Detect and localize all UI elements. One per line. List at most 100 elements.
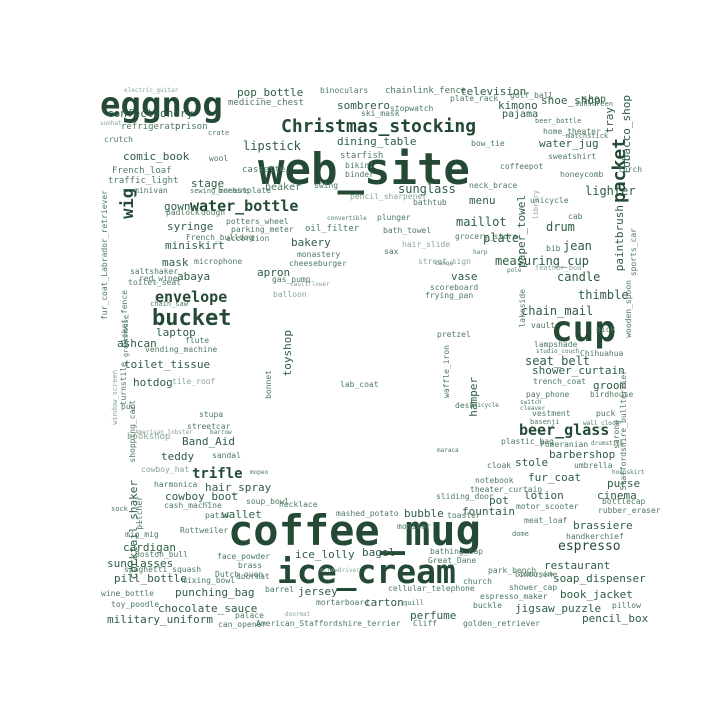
word-cloud-term: shower_curtain xyxy=(532,364,625,377)
word-cloud-term: perfume xyxy=(410,609,457,622)
word-cloud-term: ice_lolly xyxy=(295,548,355,561)
word-cloud-term: television xyxy=(460,85,527,98)
word-cloud-term: library xyxy=(532,190,540,220)
word-cloud-term: Boston_bull xyxy=(135,550,188,559)
word-cloud-term: spaghetti_squash xyxy=(124,565,202,574)
word-cloud-term: soap_dispenser xyxy=(553,572,646,585)
word-cloud-term: bonnet xyxy=(264,370,273,399)
word-cloud-term: chain_saw xyxy=(150,300,188,308)
word-cloud-term: monitor xyxy=(397,522,431,531)
word-cloud-term: patio xyxy=(205,511,230,520)
word-cloud-term: bathing_cap xyxy=(430,547,483,556)
word-cloud-term: basenji xyxy=(530,418,560,426)
word-cloud-term: Dutch_oven xyxy=(215,570,264,579)
word-cloud-term: sax xyxy=(384,247,399,256)
word-cloud-term: cinema xyxy=(597,489,637,502)
word-cloud-term: tile_roof xyxy=(172,377,216,386)
word-cloud-term: streetcar xyxy=(187,422,231,431)
word-cloud-term: pay_phone xyxy=(526,390,570,399)
word-cloud-term: Cliff xyxy=(413,619,438,628)
word-cloud-term: bagel xyxy=(362,546,396,559)
word-cloud-term: parking_meter xyxy=(231,225,294,234)
word-cloud-term: hoopskirt xyxy=(612,469,645,476)
word-cloud-term: honeycomb xyxy=(560,170,604,179)
word-cloud-term: vault xyxy=(531,321,556,330)
word-cloud-term: home_theater xyxy=(543,127,601,136)
word-cloud-term: greenhouse xyxy=(122,315,130,358)
word-cloud-term: neck_brace xyxy=(469,181,518,190)
word-cloud-term: stole xyxy=(515,456,549,469)
word-cloud-term: face_powder xyxy=(217,552,270,561)
word-cloud-term: mig_mig xyxy=(125,530,159,539)
word-cloud-term: tray xyxy=(603,107,616,134)
word-cloud-term: lipstick xyxy=(243,139,301,153)
word-cloud-term: wall_clock xyxy=(583,420,620,427)
word-cloud-term: accordion xyxy=(226,234,270,243)
word-cloud-term: cowboy_boot xyxy=(165,490,238,503)
word-cloud-term: barrel xyxy=(265,585,294,594)
word-cloud-term: golf_ball xyxy=(510,91,554,100)
word-cloud-term: swing xyxy=(314,181,339,190)
word-cloud-term: beer_bottle xyxy=(535,117,582,125)
word-cloud-term: cowboy_hat xyxy=(141,465,190,474)
word-cloud-term: carton xyxy=(364,596,404,609)
word-cloud-term: bakery xyxy=(291,236,331,249)
word-cloud-term: sliding_door xyxy=(436,492,494,501)
word-cloud-term: tricycle xyxy=(470,402,499,409)
word-cloud-term: lotion xyxy=(524,489,564,502)
word-cloud-term: American_lobster xyxy=(135,429,193,436)
word-cloud-term: plunger xyxy=(377,213,411,222)
word-cloud-term: trench_coat xyxy=(533,377,586,386)
word-cloud-term: mopeo xyxy=(250,469,269,476)
word-cloud-term: pick xyxy=(596,325,616,334)
word-cloud-term: Band_Aid xyxy=(182,435,235,448)
word-cloud-term: waffle_iron xyxy=(442,345,451,398)
word-cloud-term: potters_wheel xyxy=(226,217,289,226)
word-cloud-term: trifle xyxy=(192,466,243,482)
word-cloud-term: pop_bottle xyxy=(237,86,304,99)
word-cloud-term: park_bench xyxy=(488,566,537,575)
word-cloud-term: jean xyxy=(563,239,592,253)
word-cloud-term: laptop xyxy=(156,326,196,339)
word-cloud-term: pajama xyxy=(502,109,539,120)
word-cloud-term: ashcan xyxy=(117,337,157,350)
word-cloud-term: pillow xyxy=(612,601,641,610)
word-cloud-term: motor_scooter xyxy=(516,502,579,511)
word-cloud-term: sports_car xyxy=(629,228,638,277)
word-cloud-term: Christmas_stocking xyxy=(281,116,477,137)
word-cloud-term: traffic_light xyxy=(108,176,179,186)
word-cloud-term: maraca xyxy=(437,447,459,454)
word-cloud-term: cassette xyxy=(242,165,286,175)
word-cloud-term: stupa xyxy=(199,410,224,419)
word-cloud-term: bath_towel xyxy=(383,226,432,235)
word-cloud-term: rubber_eraser xyxy=(598,506,661,515)
word-cloud-term: cup xyxy=(551,309,617,350)
word-cloud-term: bookshop xyxy=(127,432,171,442)
word-cloud-term: umbrella xyxy=(574,461,613,470)
word-cloud-term: harmonica xyxy=(154,480,198,489)
word-cloud-term: studio_couch xyxy=(536,348,580,355)
word-cloud-term: menu xyxy=(469,194,496,207)
word-cloud-term: coffeepot xyxy=(500,162,544,171)
word-cloud-term: beaker xyxy=(265,182,302,193)
word-cloud-term: purse xyxy=(607,477,641,490)
word-cloud-term: mask xyxy=(162,256,189,269)
word-cloud-term: birdhouse xyxy=(590,390,634,399)
word-cloud-term: shower_cap xyxy=(509,583,558,592)
word-cloud-term: kimono xyxy=(498,99,538,112)
word-cloud-term: feather_boa xyxy=(535,264,582,272)
word-cloud-term: theater_curtain xyxy=(470,485,543,494)
word-cloud-term: bottlecap xyxy=(602,497,646,506)
word-cloud-term: refrigerator xyxy=(121,122,187,132)
word-cloud-term: harp xyxy=(473,249,488,256)
word-cloud-term: stage xyxy=(191,177,225,190)
word-cloud-term: cellular_telephone xyxy=(388,584,475,593)
word-cloud-term: plate_rack xyxy=(450,94,499,103)
word-cloud-term: stopwatch xyxy=(390,104,434,113)
word-cloud-term: sunscreen xyxy=(575,100,613,108)
word-cloud-term: drumstick xyxy=(591,440,624,447)
word-cloud-term: web_site xyxy=(258,144,470,195)
word-cloud-term: electric_guitar xyxy=(124,87,179,94)
